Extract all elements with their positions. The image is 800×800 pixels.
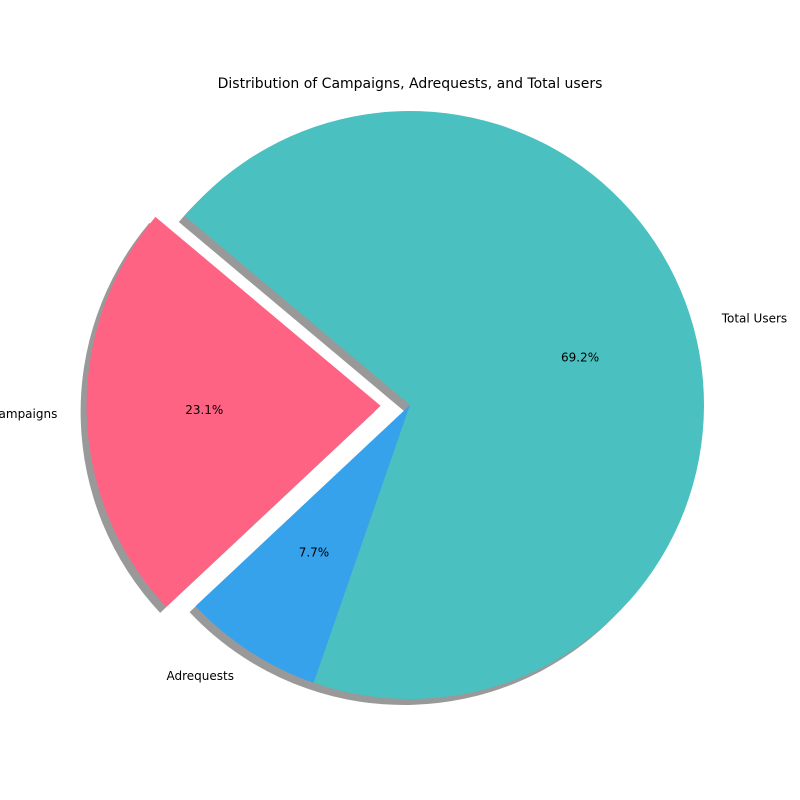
pct-adrequests: 7.7%	[299, 545, 330, 559]
chart-title: Distribution of Campaigns, Adrequests, a…	[218, 76, 603, 92]
pct-campaigns: 23.1%	[185, 403, 223, 417]
label-adrequests: Adrequests	[166, 669, 233, 683]
pie-slices	[87, 111, 704, 699]
label-campaigns: Campaigns	[0, 407, 57, 421]
label-total-users: Total Users	[721, 311, 787, 325]
pct-total-users: 69.2%	[561, 351, 599, 365]
